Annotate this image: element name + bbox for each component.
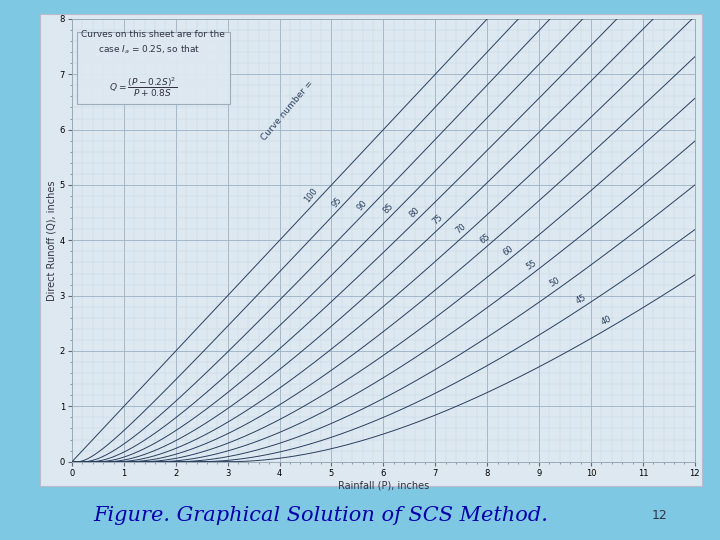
Text: 90: 90 <box>356 198 369 212</box>
X-axis label: Rainfall (P), inches: Rainfall (P), inches <box>338 481 429 490</box>
Text: 60: 60 <box>501 244 515 258</box>
Text: 65: 65 <box>477 232 492 246</box>
Text: 40: 40 <box>600 314 613 327</box>
Text: 50: 50 <box>548 275 562 288</box>
Text: 70: 70 <box>454 222 468 235</box>
Text: 85: 85 <box>382 201 395 215</box>
Text: Figure. Graphical Solution of SCS Method.: Figure. Graphical Solution of SCS Method… <box>94 506 549 525</box>
Text: 55: 55 <box>524 259 538 272</box>
Text: 95: 95 <box>330 195 343 209</box>
Text: 100: 100 <box>302 186 319 204</box>
Text: 80: 80 <box>408 206 421 219</box>
Text: 75: 75 <box>431 213 445 227</box>
Text: 12: 12 <box>652 509 667 523</box>
Y-axis label: Direct Runoff (Q), inches: Direct Runoff (Q), inches <box>47 180 57 301</box>
Text: Curves on this sheet are for the
      case $I_a$ = 0.2S, so that

          $Q : Curves on this sheet are for the case $I… <box>81 30 225 99</box>
Text: 45: 45 <box>574 293 588 306</box>
Text: Curve number =: Curve number = <box>260 78 315 142</box>
